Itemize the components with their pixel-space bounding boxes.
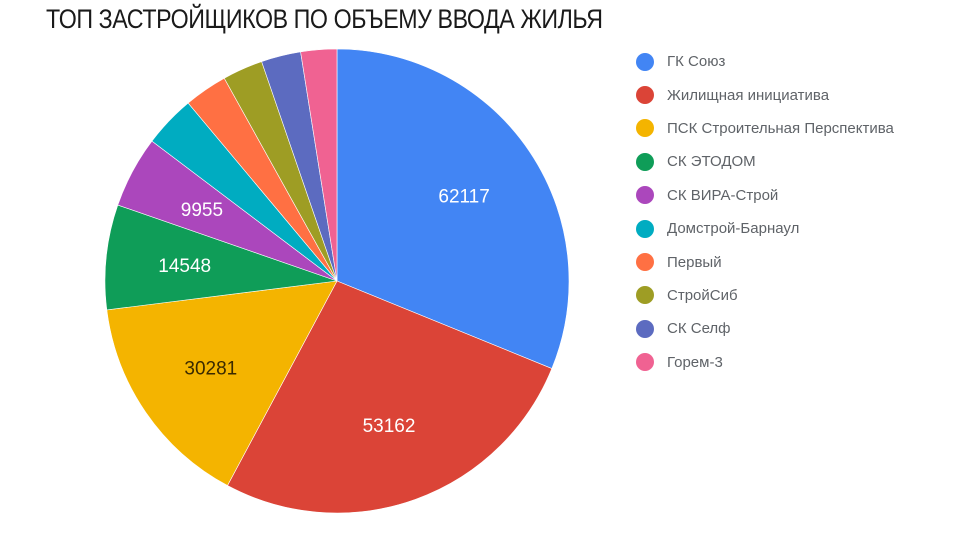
legend-item: Жилищная инициатива (636, 78, 894, 111)
legend-label: СтройСиб (667, 286, 738, 304)
legend-item: СтройСиб (636, 279, 894, 312)
legend-label: Домстрой-Барнаул (667, 220, 800, 238)
legend-label: Жилищная инициатива (667, 86, 830, 104)
legend-item: СК ЭТОДОМ (636, 145, 894, 178)
legend-label: СК Селф (667, 320, 731, 338)
legend-label: ПСК Строительная Перспектива (667, 119, 894, 137)
slice-value-label: 30281 (184, 359, 237, 380)
pie-slice (104, 204, 338, 311)
legend-dot-icon (636, 86, 654, 105)
legend-dot-icon (636, 319, 654, 338)
legend-dot-icon (636, 119, 654, 138)
legend-item: Домстрой-Барнаул (636, 212, 894, 245)
slice-value-label: 53162 (363, 416, 416, 437)
legend-label: СК ЭТОДОМ (667, 153, 756, 171)
legend-dot-icon (636, 219, 654, 238)
chart-title: ТОП ЗАСТРОЙЩИКОВ ПО ОБЪЕМУ ВВОДА ЖИЛЬЯ (46, 4, 603, 34)
legend-dot-icon (636, 186, 654, 205)
slice-value-label: 9955 (181, 200, 223, 221)
legend-label: СК ВИРА-Строй (667, 186, 779, 204)
legend-dot-icon (636, 286, 654, 305)
legend-dot-icon (636, 353, 654, 372)
chart-legend: ГК Союз Жилищная инициатива ПСК Строительн… (636, 45, 894, 379)
legend-item: СК Селф (636, 312, 894, 345)
pie-slice (336, 48, 570, 369)
legend-item: СК ВИРА-Строй (636, 179, 894, 212)
legend-label: ГК Союз (667, 53, 726, 71)
legend-item: ГК Союз (636, 45, 894, 78)
slice-value-label: 14548 (158, 256, 211, 277)
legend-dot-icon (636, 253, 654, 272)
legend-item: Первый (636, 245, 894, 278)
legend-item: ПСК Строительная Перспектива (636, 112, 894, 145)
pie-slice (106, 280, 338, 486)
pie-slice (300, 48, 338, 282)
legend-item: Горем-3 (636, 346, 894, 379)
legend-label: Горем-3 (667, 353, 723, 371)
legend-label: Первый (667, 253, 722, 271)
pie-chart: 62117 53162 30281 14548 9955 (104, 48, 570, 514)
legend-dot-icon (636, 52, 654, 71)
slice-value-label: 62117 (438, 187, 489, 208)
pie-slice (227, 280, 553, 514)
legend-dot-icon (636, 152, 654, 171)
